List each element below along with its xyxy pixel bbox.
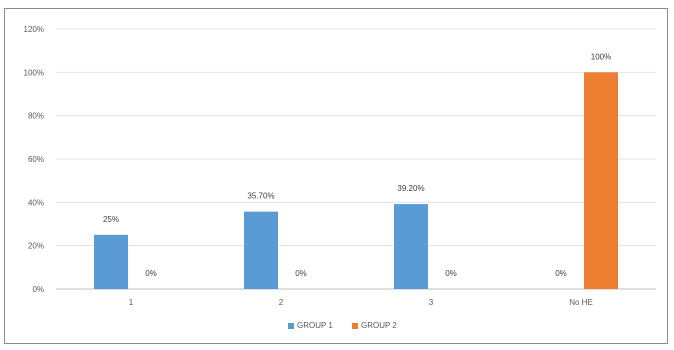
data-label: 25% [103, 215, 119, 224]
bar [394, 204, 428, 289]
legend: GROUP 1 GROUP 2 [288, 321, 397, 330]
y-tick-label: 0% [32, 285, 44, 294]
data-label: 100% [591, 52, 611, 61]
legend-swatch [352, 323, 358, 329]
legend-label: GROUP 1 [297, 321, 333, 330]
x-tick-label: 1 [129, 298, 134, 307]
legend-swatch [288, 323, 294, 329]
data-label: 0% [145, 269, 157, 278]
bar [584, 72, 618, 289]
data-label: 39.20% [397, 184, 424, 193]
x-tick-label: 3 [429, 298, 434, 307]
y-axis-ticks: 0% 20% 40% 60% 80% 100% 120% [24, 25, 44, 294]
gridlines [56, 28, 656, 290]
y-tick-label: 80% [28, 112, 44, 121]
data-label: 0% [295, 269, 307, 278]
y-tick-label: 40% [28, 198, 44, 207]
y-tick-label: 20% [28, 242, 44, 251]
x-axis-ticks: 1 2 3 No HE [129, 298, 593, 307]
data-label: 0% [555, 269, 567, 278]
bars [94, 72, 618, 289]
data-label: 35.70% [247, 192, 274, 201]
bar [244, 211, 278, 289]
y-tick-label: 100% [24, 68, 44, 77]
y-tick-label: 60% [28, 155, 44, 164]
x-tick-label: 2 [279, 298, 284, 307]
legend-label: GROUP 2 [361, 321, 397, 330]
data-label: 0% [445, 269, 457, 278]
data-labels: 25% 0% 35.70% 0% 39.20% 0% 0% 100% [103, 52, 611, 278]
x-tick-label: No HE [569, 298, 593, 307]
bar [94, 234, 128, 289]
y-tick-label: 120% [24, 25, 44, 34]
